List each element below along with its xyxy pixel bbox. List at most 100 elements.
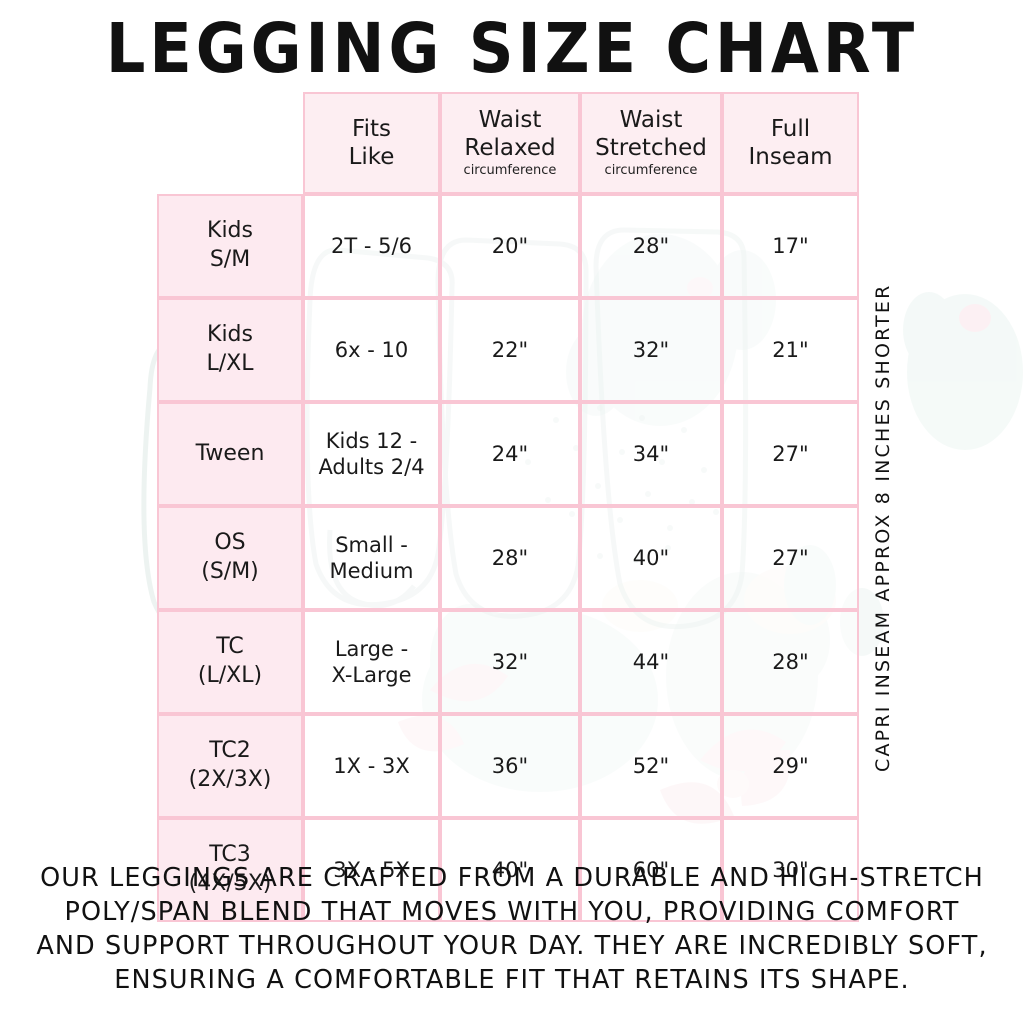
column-header-waist-stretched: Waist Stretched circumference (580, 92, 722, 194)
cell-fits-like-text: Small - (335, 532, 408, 557)
fabric-description-line-2: POLY/SPAN BLEND THAT MOVES WITH YOU, PRO… (64, 896, 960, 927)
page-title: LEGGING SIZE CHART (105, 8, 919, 89)
cell-waist-stretched-text: 52" (632, 753, 670, 778)
column-header-line1: Waist (619, 107, 683, 133)
row-header-size: Tween (157, 402, 303, 506)
cell-fits-like: Small - Medium (303, 506, 440, 610)
cell-waist-stretched: 28" (580, 194, 722, 298)
column-header-full-inseam: Full Inseam (722, 92, 859, 194)
row-header-line1: TC3 (209, 842, 251, 868)
cell-waist-relaxed-text: 36" (491, 753, 529, 778)
table-row: TC2 (2X/3X) 1X - 3X 36" 52" 29" (157, 714, 859, 818)
row-header-line2: (4X/5X) (188, 871, 272, 896)
cell-fits-like: 1X - 3X (303, 714, 440, 818)
table-row: TC3 (4X/5X) 3X - 5X 40" 60" 30" (157, 818, 859, 922)
cell-waist-relaxed-text: 22" (491, 337, 529, 362)
cell-full-inseam-text: 27" (772, 441, 809, 466)
cell-full-inseam-text: 27" (772, 545, 809, 570)
cell-full-inseam-text: 29" (772, 753, 809, 778)
row-header-line2: (S/M) (201, 559, 259, 584)
cell-full-inseam-text: 28" (772, 649, 809, 674)
column-header-line2: Stretched (595, 135, 707, 162)
capri-inseam-note: CAPRI INSEAM APPROX 8 INCHES SHORTER (872, 283, 894, 772)
row-header-size: Kids S/M (157, 194, 303, 298)
cell-waist-stretched: 40" (580, 506, 722, 610)
row-header-size: OS (S/M) (157, 506, 303, 610)
column-header-sublabel: circumference (463, 163, 557, 179)
cell-fits-like-text: 1X - 3X (333, 753, 410, 778)
cell-waist-relaxed: 28" (440, 506, 580, 610)
cell-waist-stretched-text: 44" (632, 649, 670, 674)
column-header-line2: Relaxed (464, 135, 556, 162)
table-row: OS (S/M) Small - Medium 28" 40" 27" (157, 506, 859, 610)
cell-fits-like: Large - X-Large (303, 610, 440, 714)
cell-full-inseam: 30" (722, 818, 859, 922)
cell-waist-stretched-text: 60" (632, 857, 670, 882)
cell-waist-stretched: 32" (580, 298, 722, 402)
cell-fits-like: 3X - 5X (303, 818, 440, 922)
cell-full-inseam: 29" (722, 714, 859, 818)
row-header-line1: OS (214, 530, 246, 556)
fabric-description-line-1: OUR LEGGINGS ARE CRAFTED FROM A DURABLE … (40, 863, 984, 893)
row-header-line2: (L/XL) (197, 663, 263, 688)
cell-waist-relaxed: 20" (440, 194, 580, 298)
cell-fits-like-text: Adults 2/4 (318, 455, 425, 479)
table-row: TC (L/XL) Large - X-Large 32" 44" 28" (157, 610, 859, 714)
column-header-fits-like: Fits Like (303, 92, 440, 194)
row-header-size: TC2 (2X/3X) (157, 714, 303, 818)
cell-full-inseam: 27" (722, 506, 859, 610)
cell-full-inseam: 28" (722, 610, 859, 714)
row-header-line2: (2X/3X) (188, 767, 272, 792)
table-body: Kids S/M 2T - 5/6 20" 28" 17" Kids L/XL 6x - 10 2… (157, 194, 859, 922)
cell-fits-like-text: 2T - 5/6 (331, 233, 412, 258)
cell-full-inseam: 21" (722, 298, 859, 402)
cell-waist-stretched: 34" (580, 402, 722, 506)
cell-waist-relaxed-text: 20" (491, 233, 529, 258)
column-header-line1: Waist (478, 107, 542, 133)
row-header-size: TC (L/XL) (157, 610, 303, 714)
cell-waist-relaxed-text: 40" (491, 857, 529, 882)
cell-full-inseam-text: 17" (772, 233, 809, 258)
size-chart-table-wrapper: Fits Like Waist Relaxed circumference Wa… (157, 92, 859, 922)
cell-full-inseam-text: 30" (772, 857, 809, 882)
row-header-size: Kids L/XL (157, 298, 303, 402)
cell-fits-like-text: Kids 12 - (325, 428, 418, 453)
cell-fits-like-text: X-Large (331, 663, 412, 687)
cell-waist-stretched: 44" (580, 610, 722, 714)
cell-fits-like-text: Medium (329, 559, 414, 583)
row-header-line1: Kids (207, 322, 253, 348)
cell-waist-stretched-text: 34" (632, 441, 670, 466)
cell-waist-relaxed: 22" (440, 298, 580, 402)
fabric-description-line-4: ENSURING A COMFORTABLE FIT THAT RETAINS … (114, 964, 910, 995)
cell-full-inseam-text: 21" (772, 337, 809, 362)
cell-waist-relaxed: 24" (440, 402, 580, 506)
cell-waist-stretched-text: 40" (632, 545, 670, 570)
column-header-line1: Fits (352, 115, 391, 142)
cell-waist-relaxed-text: 28" (491, 545, 529, 570)
column-header-line2: Like (348, 144, 395, 170)
column-header-line1: Full (770, 115, 811, 142)
cell-waist-relaxed-text: 32" (491, 649, 529, 674)
cell-full-inseam: 17" (722, 194, 859, 298)
row-header-line1: Kids (207, 218, 253, 244)
cell-waist-relaxed: 32" (440, 610, 580, 714)
fabric-description-line-3: AND SUPPORT THROUGHOUT YOUR DAY. THEY AR… (36, 930, 988, 961)
cell-fits-like-text: 6x - 10 (334, 337, 409, 362)
size-chart-table: Fits Like Waist Relaxed circumference Wa… (157, 92, 859, 922)
row-header-line2: L/XL (206, 351, 254, 376)
column-header-sublabel: circumference (604, 163, 698, 179)
cell-fits-like-text: 3X - 5X (333, 857, 410, 882)
row-header-line1: TC2 (209, 738, 251, 764)
table-header-row: Fits Like Waist Relaxed circumference Wa… (157, 92, 859, 194)
row-header-size: TC3 (4X/5X) (157, 818, 303, 922)
cell-waist-relaxed-text: 24" (491, 441, 529, 466)
column-header-line2: Inseam (748, 144, 833, 170)
cell-waist-stretched: 52" (580, 714, 722, 818)
cell-waist-stretched: 60" (580, 818, 722, 922)
cell-full-inseam: 27" (722, 402, 859, 506)
cell-fits-like: 6x - 10 (303, 298, 440, 402)
row-header-line1: TC (216, 634, 244, 660)
cell-fits-like: Kids 12 - Adults 2/4 (303, 402, 440, 506)
table-row: Kids S/M 2T - 5/6 20" 28" 17" (157, 194, 859, 298)
